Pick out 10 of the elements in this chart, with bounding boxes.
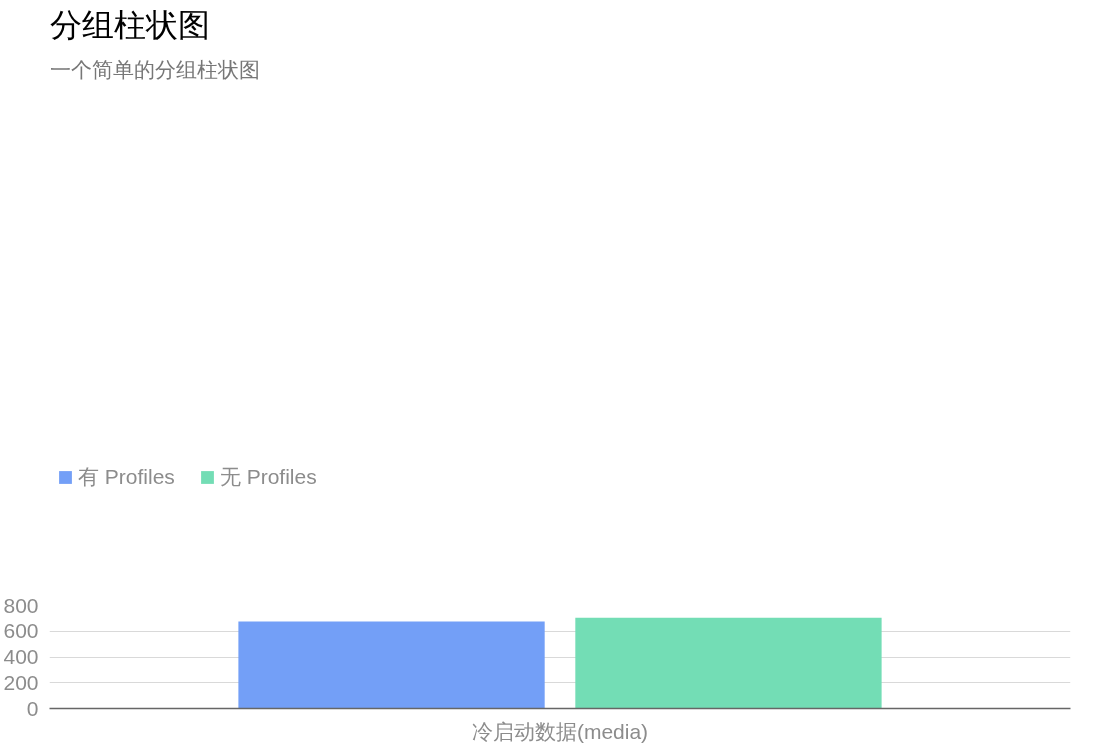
legend-label: 无 Profiles — [219, 464, 317, 490]
y-tick-label: 800 — [3, 593, 39, 617]
y-tick-label: 200 — [3, 670, 39, 694]
y-tick-label: 400 — [3, 645, 39, 668]
y-tick-label: 600 — [3, 619, 39, 643]
chart-title: 分组柱状图 — [49, 6, 210, 43]
legend-label: 有 Profiles — [78, 464, 175, 490]
chart-subtitle: 一个简单的分组柱状图 — [49, 57, 260, 81]
x-tick-label: 冷启动数据(media) — [471, 719, 649, 743]
y-tick-label: 0 — [26, 696, 39, 720]
